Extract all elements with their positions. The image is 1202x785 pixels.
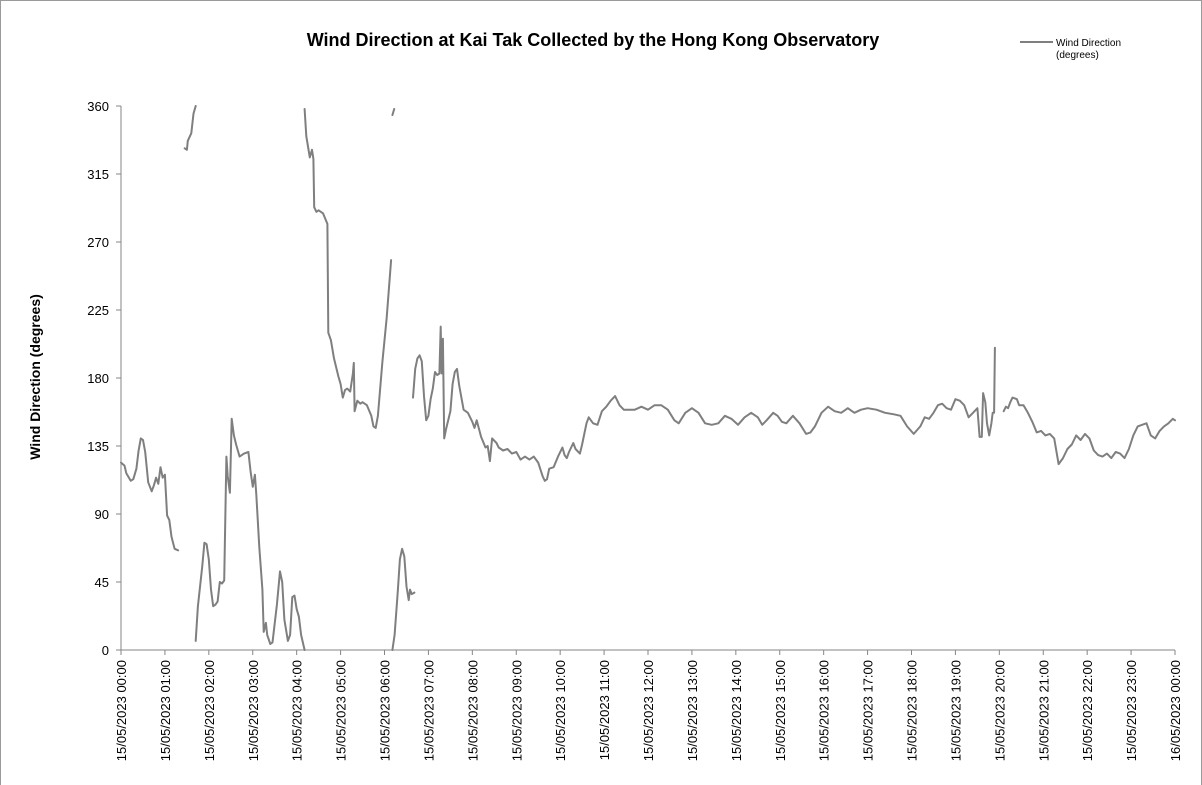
x-tick-label: 15/05/2023 06:00 <box>378 660 393 761</box>
y-ticks: 0 45 90 135 180 225 270 315 360 <box>87 99 121 658</box>
y-axis-label: Wind Direction (degrees) <box>27 294 43 460</box>
x-tick-label: 15/05/2023 21:00 <box>1036 660 1051 761</box>
x-tick-label: 15/05/2023 16:00 <box>817 660 832 761</box>
x-tick-label: 15/05/2023 17:00 <box>861 660 876 761</box>
y-tick-label: 135 <box>87 439 109 454</box>
x-tick-label: 15/05/2023 22:00 <box>1080 660 1095 761</box>
legend-label-line2: (degrees) <box>1056 50 1099 61</box>
x-tick-label: 15/05/2023 14:00 <box>729 660 744 761</box>
x-tick-label: 16/05/2023 00:00 <box>1168 660 1183 761</box>
x-tick-label: 15/05/2023 09:00 <box>509 660 524 761</box>
series-line-segment <box>391 108 396 117</box>
x-tick-label: 15/05/2023 15:00 <box>773 660 788 761</box>
x-tick-label: 15/05/2023 13:00 <box>685 660 700 761</box>
x-tick-label: 15/05/2023 11:00 <box>597 660 612 760</box>
x-tick-label: 15/05/2023 18:00 <box>905 660 920 761</box>
x-tick-label: 15/05/2023 08:00 <box>465 660 480 761</box>
y-tick-label: 180 <box>87 371 109 386</box>
x-ticks: 15/05/2023 00:00 15/05/2023 01:00 15/05/20… <box>114 650 1183 761</box>
legend: Wind Direction (degrees) <box>1020 38 1124 61</box>
x-tick-label: 15/05/2023 10:00 <box>553 660 568 761</box>
x-tick-label: 15/05/2023 23:00 <box>1124 660 1139 761</box>
x-tick-label: 15/05/2023 03:00 <box>246 660 261 761</box>
series-line-segment <box>120 437 180 552</box>
x-tick-label: 15/05/2023 07:00 <box>421 660 436 761</box>
x-tick-label: 15/05/2023 05:00 <box>334 660 349 761</box>
x-tick-label: 15/05/2023 00:00 <box>114 660 129 761</box>
y-tick-label: 45 <box>95 575 109 590</box>
y-tick-label: 315 <box>87 167 109 182</box>
series-line-segment <box>412 325 996 482</box>
y-tick-label: 360 <box>87 99 109 114</box>
chart-title: Wind Direction at Kai Tak Collected by t… <box>307 30 880 50</box>
x-tick-label: 15/05/2023 12:00 <box>641 660 656 761</box>
y-tick-label: 0 <box>102 643 109 658</box>
series-line-segment <box>303 108 393 429</box>
series-line-segment <box>391 547 416 651</box>
x-tick-label: 15/05/2023 04:00 <box>290 660 305 761</box>
y-tick-label: 90 <box>95 507 109 522</box>
x-tick-label: 15/05/2023 02:00 <box>202 660 217 761</box>
legend-label: Wind Direction (degrees) <box>1056 38 1124 61</box>
y-tick-label: 225 <box>87 303 109 318</box>
legend-label-line1: Wind Direction <box>1056 38 1121 49</box>
y-tick-label: 270 <box>87 235 109 250</box>
series-line-segment <box>194 417 306 651</box>
x-tick-label: 15/05/2023 20:00 <box>992 660 1007 761</box>
series-line-segment <box>183 105 197 151</box>
x-tick-label: 15/05/2023 19:00 <box>948 660 963 761</box>
x-tick-label: 15/05/2023 01:00 <box>158 660 173 761</box>
series-group <box>120 105 1176 651</box>
series-line-segment <box>1002 396 1176 466</box>
